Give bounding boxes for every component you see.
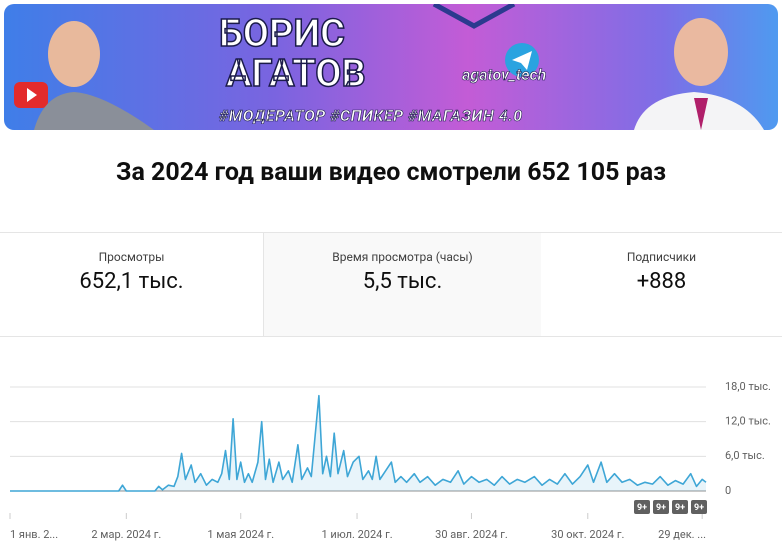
channel-banner: БОРИС АГАТОВ agatov_tech #МОДЕРАТОР #СПИ…	[4, 4, 778, 130]
badge-label: 9+	[656, 503, 666, 513]
metric-card[interactable]: Подписчики +888	[541, 233, 782, 336]
person-right-tie	[694, 98, 708, 130]
banner-decor	[432, 4, 516, 29]
x-tick-label: 1 июл. 2024 г.	[321, 528, 392, 541]
badge	[691, 500, 707, 514]
x-tick-label: 1 мая 2024 г.	[207, 528, 274, 541]
telegram-plane	[512, 51, 532, 70]
banner-name: БОРИС	[219, 12, 345, 56]
x-tick-label: 2 мар. 2024 г.	[91, 528, 161, 541]
badge-label: 9+	[694, 503, 704, 513]
y-tick-label: 18,0 тыс.	[725, 380, 771, 393]
badge	[634, 500, 650, 514]
badge	[672, 500, 688, 514]
banner-tags: #МОДЕРАТОР #СПИКЕР #МАГАЗИН 4.0	[219, 106, 523, 125]
metric-value: 5,5 тыс.	[362, 269, 443, 294]
person-left-head	[48, 21, 100, 87]
chart: 0 6,0 тыс. 12,0 тыс. 18,0 тыс. 1 янв. 2... 2 …	[9, 380, 771, 541]
metric-label: Подписчики	[626, 250, 697, 264]
metric-cards: Просмотры 652,1 тыс. Время просмотра (ча…	[0, 232, 782, 337]
banner-handle: agatov_tech	[462, 65, 547, 84]
metric-card[interactable]: Просмотры 652,1 тыс.	[0, 233, 263, 336]
line	[10, 394, 707, 492]
x-tick-label: 29 дек. ...	[658, 528, 706, 541]
x-tick-label: 30 авг. 2024 г.	[435, 528, 508, 541]
metric-label: Время просмотра (часы)	[332, 250, 473, 264]
y-tick-label: 0	[725, 484, 731, 497]
metric-value: +888	[636, 269, 687, 294]
badge	[653, 500, 669, 514]
metric-label: Просмотры	[98, 250, 165, 264]
area	[10, 395, 706, 491]
person-right-head	[674, 18, 728, 86]
x-tick-label: 1 янв. 2...	[10, 528, 58, 541]
badge-label: 9+	[675, 503, 685, 513]
x-tick-label: 30 окт. 2024 г.	[551, 528, 624, 541]
youtube-play	[27, 88, 37, 102]
headline: За 2024 год ваши видео смотрели 652 105 …	[116, 158, 666, 187]
badge-label: 9+	[637, 503, 647, 513]
y-tick-label: 12,0 тыс.	[725, 415, 771, 428]
y-tick-label: 6,0 тыс.	[725, 449, 765, 462]
person-left-body	[34, 92, 154, 130]
banner-name: АГАТОВ	[226, 52, 366, 96]
metric-card[interactable]: Время просмотра (часы) 5,5 тыс.	[263, 233, 542, 336]
metric-value: 652,1 тыс.	[79, 269, 184, 294]
